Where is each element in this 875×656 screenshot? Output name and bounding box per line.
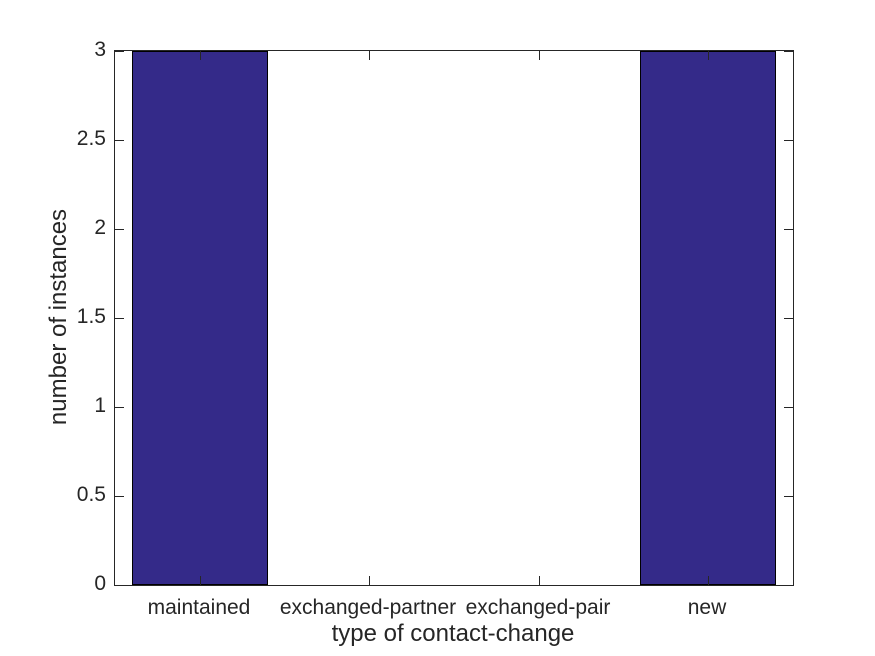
y-tick-right [784,318,793,319]
y-tick-left [115,585,124,586]
y-tick-label: 0.5 [76,483,106,506]
x-tick-top [708,51,709,60]
x-tick-bottom [708,576,709,585]
y-tick-label: 1.5 [76,305,106,328]
y-tick-left [115,229,124,230]
x-tick-top [539,51,540,60]
y-tick-label: 1 [94,394,106,417]
y-tick-label: 2.5 [76,127,106,150]
plot-area [114,50,794,586]
y-tick-right [784,140,793,141]
y-axis-label: number of instances [45,208,72,426]
x-tick-bottom [369,576,370,585]
y-tick-left [115,318,124,319]
y-tick-right [784,585,793,586]
y-tick-left [115,407,124,408]
y-tick-label: 3 [94,38,106,61]
x-tick-top [200,51,201,60]
x-tick-label: exchanged-pair [465,596,611,619]
x-axis-label: type of contact-change [331,620,575,647]
y-tick-right [784,496,793,497]
bar-maintained [132,51,268,585]
x-tick-label: maintained [147,596,251,619]
y-tick-right [784,229,793,230]
y-tick-label: 0 [94,572,106,595]
y-tick-left [115,51,124,52]
x-tick-label: new [687,596,727,619]
x-tick-top [369,51,370,60]
x-tick-label: exchanged-partner [279,596,457,619]
y-tick-left [115,140,124,141]
bar-new [640,51,776,585]
x-tick-bottom [200,576,201,585]
x-tick-bottom [539,576,540,585]
y-tick-label: 2 [94,216,106,239]
y-tick-right [784,407,793,408]
y-tick-left [115,496,124,497]
y-tick-right [784,51,793,52]
